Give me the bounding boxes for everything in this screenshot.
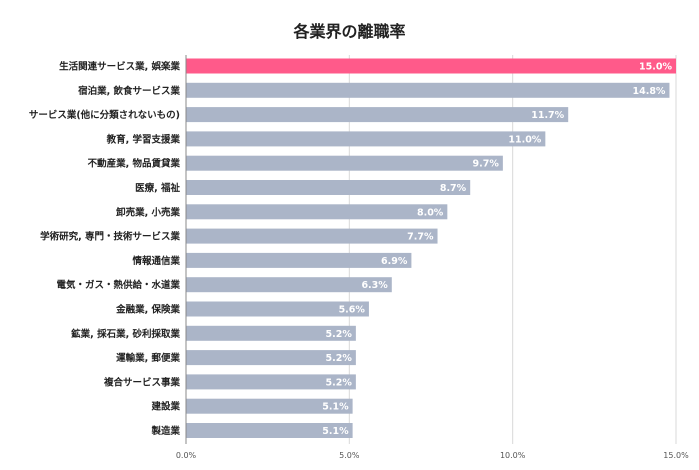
data-label: 9.7% bbox=[473, 159, 500, 170]
category-label: 金融業, 保険業 bbox=[115, 304, 180, 316]
data-label: 8.7% bbox=[440, 183, 467, 194]
category-label: 電気・ガス・熱供給・水道業 bbox=[56, 279, 180, 291]
x-tick-label: 10.0% bbox=[500, 451, 526, 460]
data-label: 7.7% bbox=[407, 232, 434, 243]
bar bbox=[186, 277, 392, 293]
bar bbox=[186, 374, 356, 390]
data-label: 5.6% bbox=[339, 305, 366, 316]
bar bbox=[186, 204, 448, 220]
category-label: 卸売業, 小売業 bbox=[116, 206, 180, 218]
category-label: 学術研究, 専門・技術サービス業 bbox=[40, 231, 180, 243]
category-label: 生活関連サービス業, 娯楽業 bbox=[59, 61, 180, 73]
bar bbox=[186, 325, 356, 341]
bar bbox=[186, 107, 569, 123]
category-label: 医療, 福祉 bbox=[135, 182, 180, 194]
data-label: 11.7% bbox=[531, 110, 564, 121]
category-label: 運輸業, 郵便業 bbox=[116, 352, 180, 364]
data-label: 11.0% bbox=[508, 134, 541, 145]
data-label: 5.1% bbox=[322, 402, 349, 413]
chart-title: 各業界の離職率 bbox=[293, 22, 406, 41]
bar bbox=[186, 252, 412, 268]
bar bbox=[186, 180, 471, 195]
bar bbox=[186, 423, 353, 438]
bar bbox=[186, 155, 503, 171]
data-label: 5.1% bbox=[322, 426, 349, 437]
category-label: サービス業(他に分類されないもの) bbox=[29, 109, 180, 121]
category-label: 複合サービス事業 bbox=[103, 376, 181, 388]
x-tick-label: 5.0% bbox=[339, 451, 360, 460]
x-tick-label: 0.0% bbox=[176, 451, 197, 460]
category-label: 教育, 学習支援業 bbox=[106, 133, 181, 145]
bar bbox=[186, 301, 369, 317]
data-label: 14.8% bbox=[632, 86, 665, 97]
data-label: 5.2% bbox=[326, 353, 353, 364]
category-label: 情報通信業 bbox=[131, 255, 180, 267]
x-tick-label: 15.0% bbox=[663, 451, 689, 460]
data-label: 15.0% bbox=[639, 62, 672, 73]
data-label: 5.2% bbox=[326, 329, 353, 340]
bar bbox=[186, 82, 670, 98]
data-label: 6.3% bbox=[361, 280, 388, 291]
bar bbox=[186, 350, 356, 366]
data-label: 5.2% bbox=[326, 377, 353, 388]
data-label: 6.9% bbox=[381, 256, 408, 267]
category-label: 宿泊業, 飲食サービス業 bbox=[78, 85, 180, 97]
category-label: 建設業 bbox=[150, 401, 180, 413]
bar bbox=[186, 131, 546, 147]
category-label: 製造業 bbox=[150, 425, 180, 437]
category-label: 不動産業, 物品賃貸業 bbox=[88, 158, 181, 170]
bar bbox=[186, 398, 353, 414]
bar bbox=[186, 58, 676, 74]
bar bbox=[186, 228, 438, 244]
data-label: 8.0% bbox=[417, 207, 444, 218]
category-label: 鉱業, 採石業, 砂利採取業 bbox=[71, 328, 180, 340]
